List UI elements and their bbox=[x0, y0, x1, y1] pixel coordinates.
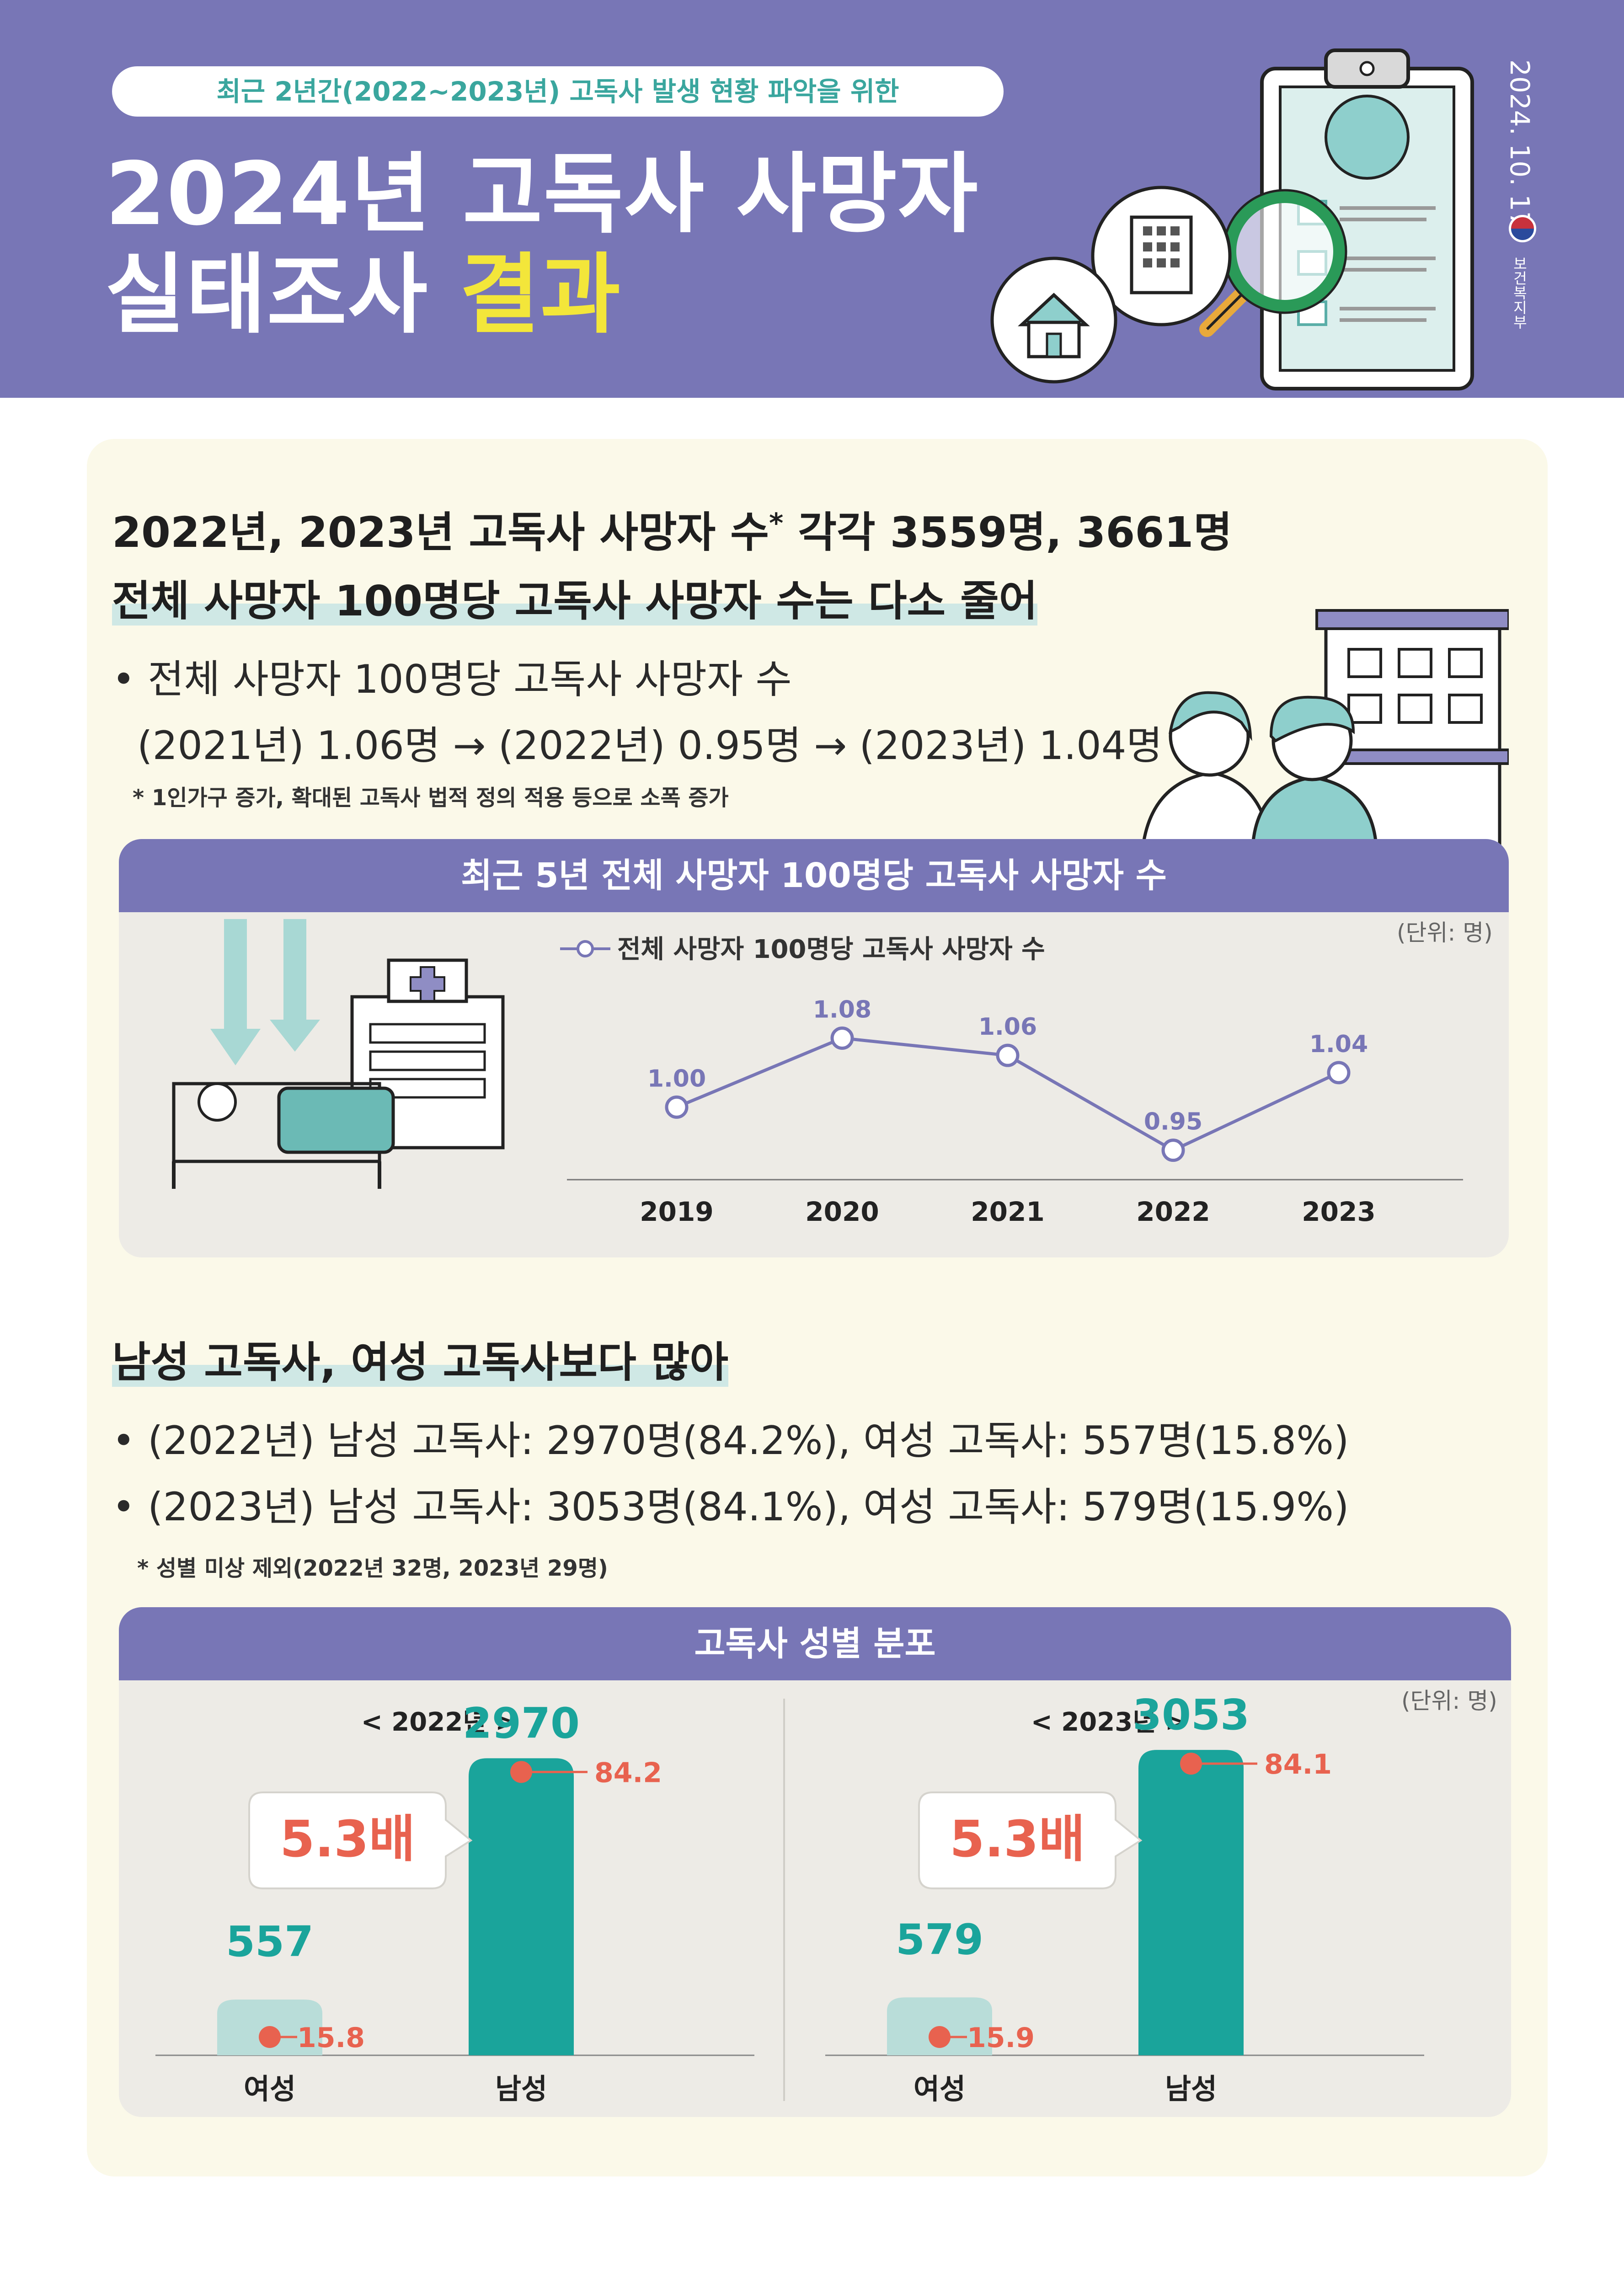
line-chart: 전체 사망자 100명당 고독사 사망자 수 1.00 2019 1.08 2020 1.… bbox=[560, 935, 1463, 1227]
percent-label: 84.2 bbox=[594, 1757, 662, 1789]
data-label: 1.06 bbox=[978, 1013, 1037, 1041]
bar-chart-unit: (단위: 명) bbox=[1401, 1688, 1497, 1714]
data-label: 1.04 bbox=[1309, 1031, 1368, 1058]
year-label: < 2023년 > bbox=[1031, 1707, 1186, 1737]
line-chart-unit: (단위: 명) bbox=[1397, 920, 1493, 946]
line-chart-box: 최근 5년 전체 사망자 100명당 고독사 사망자 수 bbox=[119, 839, 1509, 1257]
section2-headline: 남성 고독사, 여성 고독사보다 많아 bbox=[112, 1328, 729, 1389]
section2-headline-text: 남성 고독사, 여성 고독사보다 많아 bbox=[112, 1338, 729, 1387]
ratio-callout-bubble bbox=[918, 1791, 1143, 1889]
section1-headline-a: 2022년, 2023년 고독사 사망자 수 bbox=[112, 508, 769, 557]
x-category-label: 남성 bbox=[495, 2072, 547, 2106]
bar-value-label: 2970 bbox=[463, 1699, 580, 1748]
bar bbox=[1138, 1750, 1244, 2055]
bar-chart-title: 고독사 성별 분포 bbox=[119, 1607, 1511, 1680]
line-chart-title: 최근 5년 전체 사망자 100명당 고독사 사망자 수 bbox=[119, 839, 1509, 912]
page-title-line1: 2024년 고독사 사망자 bbox=[105, 144, 979, 245]
government-emblem-icon bbox=[1509, 215, 1536, 242]
data-point bbox=[996, 1043, 1020, 1067]
section1-headline: 2022년, 2023년 고독사 사망자 수* 각각 3559명, 3661명 bbox=[112, 498, 1232, 559]
header-subtitle-pill: 최근 2년간(2022~2023년) 고독사 발생 현황 파악을 위한 bbox=[112, 66, 1004, 117]
page-title-highlight: 결과 bbox=[459, 244, 621, 345]
year-label: < 2022년 > bbox=[361, 1707, 517, 1737]
x-tick-label: 2022 bbox=[1136, 1196, 1210, 1227]
bar-value-label: 557 bbox=[226, 1917, 314, 1966]
house-bubble-icon bbox=[990, 257, 1117, 384]
x-tick-label: 2021 bbox=[971, 1196, 1044, 1227]
section1-subheadline-text: 전체 사망자 100명당 고독사 사망자 수는 다소 줄어 bbox=[112, 577, 1038, 626]
x-category-label: 여성 bbox=[914, 2072, 966, 2106]
percent-label: 15.8 bbox=[297, 2022, 365, 2054]
legend-label: 전체 사망자 100명당 고독사 사망자 수 bbox=[617, 935, 1045, 964]
section1-footnote-mark: * bbox=[769, 507, 784, 540]
people-illustration bbox=[1141, 609, 1509, 846]
section2-footnote: * 성별 미상 제외(2022년 32명, 2023년 29명) bbox=[137, 1556, 608, 1581]
page-title-line2-a: 실태조사 bbox=[105, 244, 460, 345]
bar-value-label: 3053 bbox=[1133, 1690, 1250, 1739]
bar-value-label: 579 bbox=[896, 1915, 983, 1964]
section1-subheadline: 전체 사망자 100명당 고독사 사망자 수는 다소 줄어 bbox=[112, 567, 1038, 628]
x-tick-label: 2019 bbox=[640, 1196, 713, 1227]
organization-name: 보건복지부 bbox=[1511, 256, 1528, 329]
section1-bullet-values: (2021년) 1.06명 → (2022년) 0.95명 → (2023년) … bbox=[137, 723, 1163, 769]
data-point bbox=[830, 1026, 854, 1050]
x-category-label: 여성 bbox=[244, 2072, 296, 2106]
data-label: 1.08 bbox=[813, 996, 871, 1023]
publish-date: 2024. 10. 17. bbox=[1504, 59, 1535, 237]
clipboard-icon bbox=[1260, 48, 1474, 390]
percent-label: 15.9 bbox=[967, 2022, 1035, 2054]
data-point bbox=[665, 1095, 689, 1119]
ratio-label: 5.3배 bbox=[950, 1810, 1085, 1868]
section1-headline-b: 각각 3559명, 3661명 bbox=[783, 508, 1233, 557]
data-label: 0.95 bbox=[1144, 1108, 1202, 1136]
page-title-line2: 실태조사 결과 bbox=[105, 245, 621, 345]
bar bbox=[469, 1758, 574, 2055]
section2-bullet-2022: • (2022년) 남성 고독사: 2970명(84.2%), 여성 고독사: … bbox=[112, 1418, 1349, 1464]
clipboard-illustration bbox=[990, 48, 1474, 390]
section2-bullet-2023: • (2023년) 남성 고독사: 3053명(84.1%), 여성 고독사: … bbox=[112, 1484, 1349, 1530]
section1-footnote: * 1인가구 증가, 확대된 고독사 법적 정의 적용 등으로 소폭 증가 bbox=[133, 785, 729, 811]
section1-bullet: • 전체 사망자 100명당 고독사 사망자 수 bbox=[112, 657, 792, 702]
legend-marker-icon bbox=[577, 940, 594, 957]
hospital-illustration bbox=[172, 919, 505, 1189]
x-tick-label: 2020 bbox=[805, 1196, 879, 1227]
data-point bbox=[1161, 1139, 1185, 1162]
data-label: 1.00 bbox=[647, 1065, 706, 1092]
ratio-callout-bubble bbox=[248, 1791, 473, 1889]
data-point bbox=[1327, 1061, 1351, 1085]
ratio-label: 5.3배 bbox=[280, 1810, 415, 1868]
building-bubble-icon bbox=[1091, 186, 1232, 326]
x-category-label: 남성 bbox=[1165, 2072, 1217, 2106]
x-tick-label: 2023 bbox=[1302, 1196, 1375, 1227]
percent-label: 84.1 bbox=[1264, 1748, 1332, 1780]
